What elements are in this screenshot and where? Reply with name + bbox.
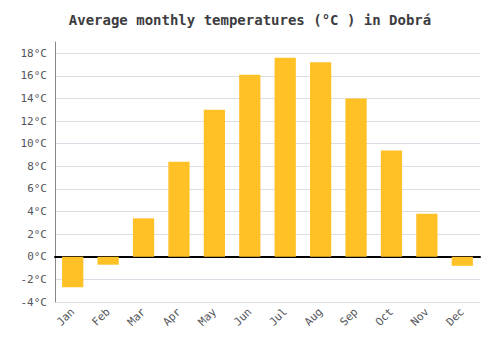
svg-text:Mar: Mar <box>125 305 148 328</box>
svg-text:Nov: Nov <box>408 305 431 328</box>
svg-text:Average monthly temperatures (: Average monthly temperatures (°C ) in Do… <box>69 12 431 28</box>
svg-text:-4°C: -4°C <box>21 296 48 309</box>
svg-text:2°C: 2°C <box>27 228 47 241</box>
svg-text:18°C: 18°C <box>21 47 48 60</box>
svg-text:Dec: Dec <box>444 305 467 328</box>
svg-text:14°C: 14°C <box>21 92 48 105</box>
svg-text:10°C: 10°C <box>21 137 48 150</box>
svg-text:-2°C: -2°C <box>21 273 48 286</box>
svg-text:Jan: Jan <box>54 305 77 328</box>
svg-text:6°C: 6°C <box>27 182 47 195</box>
svg-text:May: May <box>196 305 219 328</box>
svg-text:12°C: 12°C <box>21 115 48 128</box>
svg-text:Sep: Sep <box>337 305 360 328</box>
svg-text:Aug: Aug <box>302 305 325 328</box>
svg-text:Jul: Jul <box>267 305 290 328</box>
svg-text:8°C: 8°C <box>27 160 47 173</box>
svg-text:Feb: Feb <box>89 305 112 328</box>
svg-text:4°C: 4°C <box>27 205 47 218</box>
svg-text:16°C: 16°C <box>21 69 48 82</box>
svg-text:Jun: Jun <box>231 305 254 328</box>
svg-text:0°C: 0°C <box>27 250 47 263</box>
svg-text:Apr: Apr <box>160 305 183 328</box>
svg-text:Oct: Oct <box>373 305 396 328</box>
